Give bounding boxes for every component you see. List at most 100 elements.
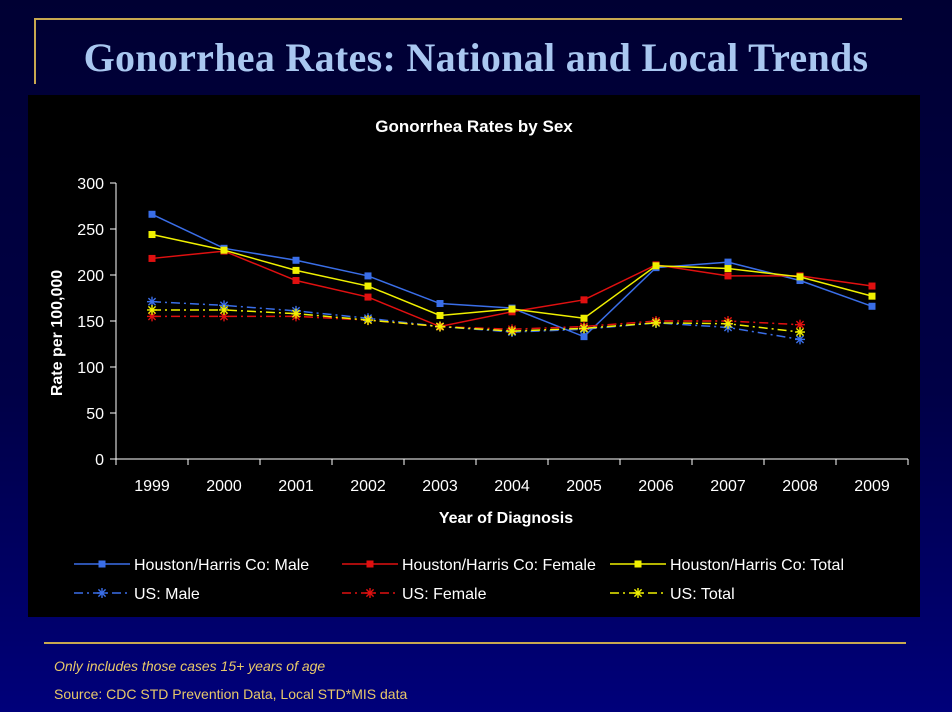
data-point xyxy=(724,258,732,266)
data-point xyxy=(579,323,589,334)
divider-rule xyxy=(44,642,906,644)
y-tick-label: 0 xyxy=(95,452,104,469)
legend-label: US: Female xyxy=(402,586,487,603)
x-axis-title: Year of Diagnosis xyxy=(439,510,573,527)
data-point xyxy=(291,308,301,319)
legend-entry: US: Female xyxy=(342,586,487,603)
marker-stroke xyxy=(579,324,589,333)
data-point xyxy=(436,300,444,308)
x-tick-label: 2005 xyxy=(566,478,602,495)
marker-stroke xyxy=(795,335,805,344)
legend-label: Houston/Harris Co: Total xyxy=(670,557,844,574)
marker-stroke xyxy=(365,588,375,598)
data-point xyxy=(723,318,733,329)
series-line xyxy=(152,315,801,331)
data-point xyxy=(364,293,372,301)
marker-stroke xyxy=(651,318,661,327)
data-point xyxy=(796,277,804,285)
y-tick-label: 100 xyxy=(77,360,104,377)
marker-stroke xyxy=(795,320,805,329)
x-tick-label: 2001 xyxy=(278,478,314,495)
legend-entry: Houston/Harris Co: Male xyxy=(74,557,309,574)
data-point xyxy=(508,305,516,313)
y-tick-label: 50 xyxy=(86,406,104,423)
title-frame xyxy=(34,18,902,84)
data-point xyxy=(435,321,445,332)
marker-stroke xyxy=(795,327,805,337)
data-point xyxy=(220,246,228,254)
data-point xyxy=(580,314,588,322)
legend-label: Houston/Harris Co: Female xyxy=(402,557,596,574)
data-point xyxy=(580,333,588,341)
slide-title: Gonorrhea Rates: National and Local Tren… xyxy=(83,35,869,80)
y-tick-label: 150 xyxy=(77,314,104,331)
legend-swatch-marker xyxy=(366,560,374,568)
footnote: Only includes those cases 15+ years of a… xyxy=(54,658,326,674)
legend-label: US: Male xyxy=(134,586,200,603)
legend-entry: US: Total xyxy=(610,586,735,603)
marker-stroke xyxy=(219,312,229,321)
data-point xyxy=(651,317,661,328)
x-tick-label: 2000 xyxy=(206,478,242,495)
y-tick-label: 250 xyxy=(77,222,104,239)
data-point xyxy=(436,311,444,319)
data-point xyxy=(724,265,732,273)
x-tick-label: 1999 xyxy=(134,478,170,495)
x-tick-label: 2007 xyxy=(710,478,746,495)
data-point xyxy=(364,282,372,290)
legend-entry: Houston/Harris Co: Total xyxy=(610,557,844,574)
x-tick-label: 2006 xyxy=(638,478,674,495)
marker-stroke xyxy=(291,309,301,318)
chart-title: Gonorrhea Rates by Sex xyxy=(375,117,573,136)
data-point xyxy=(364,272,372,280)
y-tick-label: 300 xyxy=(77,176,104,193)
marker-stroke xyxy=(723,319,733,328)
data-point xyxy=(868,282,876,290)
marker-stroke xyxy=(507,327,517,336)
marker-stroke xyxy=(97,588,107,598)
data-point xyxy=(868,292,876,300)
data-point xyxy=(148,231,156,239)
marker-stroke xyxy=(633,588,643,598)
legend-entry: US: Male xyxy=(74,586,200,603)
legend-swatch-marker xyxy=(634,560,642,568)
series-line xyxy=(152,309,801,333)
x-tick-label: 2003 xyxy=(422,478,458,495)
marker-stroke xyxy=(435,322,445,331)
data-point xyxy=(652,262,660,270)
x-tick-label: 2008 xyxy=(782,478,818,495)
marker-stroke xyxy=(219,305,229,315)
legend-label: US: Total xyxy=(670,586,735,603)
data-point xyxy=(292,266,300,274)
data-point xyxy=(363,315,373,326)
legend-swatch-marker xyxy=(98,560,106,568)
marker-stroke xyxy=(147,305,157,315)
x-tick-label: 2002 xyxy=(350,478,386,495)
data-point xyxy=(795,327,805,338)
source-note: Source: CDC STD Prevention Data, Local S… xyxy=(54,686,408,702)
data-point xyxy=(507,326,517,337)
legend-swatch-marker xyxy=(633,588,643,598)
data-point xyxy=(580,296,588,304)
marker-stroke xyxy=(147,312,157,321)
chart-panel: Gonorrhea Rates by Sex 0 50 100 150 200 250 300… xyxy=(28,95,920,617)
data-point xyxy=(868,302,876,310)
legend-swatch-marker xyxy=(365,588,375,598)
data-point xyxy=(147,304,157,315)
x-tick-label: 2004 xyxy=(494,478,530,495)
data-point xyxy=(147,296,157,307)
data-point xyxy=(292,256,300,264)
marker-stroke xyxy=(363,315,373,325)
y-axis-title: Rate per 100,000 xyxy=(49,270,66,396)
legend-swatch-marker xyxy=(97,588,107,598)
data-point xyxy=(724,272,732,280)
line-chart: Gonorrhea Rates by Sex 0 50 100 150 200 250 300… xyxy=(49,117,909,603)
data-point xyxy=(148,210,156,218)
legend-entry: Houston/Harris Co: Female xyxy=(342,557,596,574)
data-point xyxy=(292,277,300,285)
legend-label: Houston/Harris Co: Male xyxy=(134,557,309,574)
marker-stroke xyxy=(147,297,157,306)
data-point xyxy=(796,273,804,281)
data-point xyxy=(219,304,229,315)
x-tick-label: 2009 xyxy=(854,478,890,495)
